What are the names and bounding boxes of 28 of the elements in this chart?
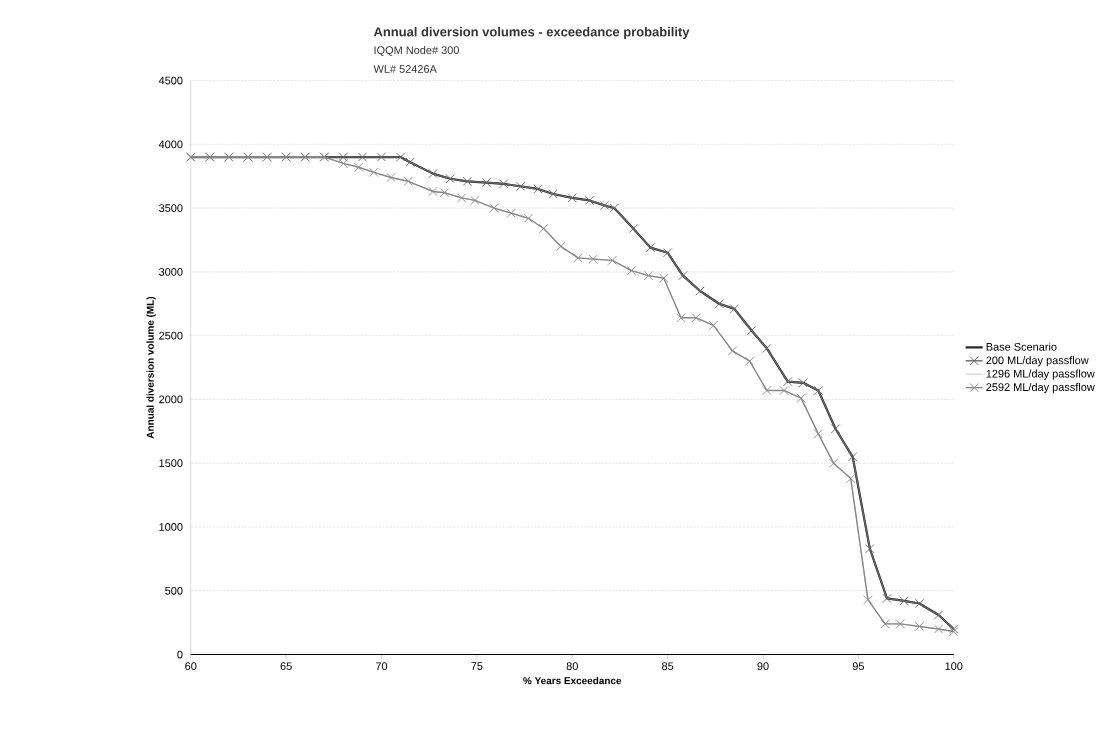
chart-subtitle: IQQM Node# 300 [374, 45, 459, 56]
text: WL# 52426A [373, 65, 437, 73]
x-tick-label: 95 [852, 662, 865, 671]
y-tick-label: 2000 [159, 395, 183, 404]
legend-label: 200 ML/day passflow [986, 356, 1089, 367]
x-tick-label: 65 [280, 662, 292, 671]
y-axis-title: Annual diversion volume (ML) [146, 296, 156, 439]
y-tick-label: 3500 [159, 204, 183, 212]
y-tick-label: 500 [165, 586, 183, 595]
y-tick-label: 4000 [158, 140, 183, 149]
x-tick-label: 70 [375, 662, 388, 671]
y-tick-label: 3000 [159, 267, 183, 276]
chart-title: Annual diversion volumes - exceedance probability [373, 26, 690, 40]
x-tick-label: 60 [185, 662, 197, 671]
y-tick-label: 1000 [159, 523, 183, 531]
x-axis-title: % Years Exceedance [523, 676, 622, 685]
x-tick-label: 100 [945, 662, 963, 671]
y-tick-label: 0 [177, 650, 183, 659]
legend-label: 1296 ML/day passflow [986, 369, 1095, 380]
y-tick-label: 2500 [159, 331, 183, 340]
legend-label: 2592 ML/day passflow [986, 382, 1095, 394]
x-tick-label: 85 [662, 662, 674, 671]
x-tick-label: 90 [757, 662, 769, 671]
y-tick-label: 4500 [158, 76, 183, 85]
legend-label: Base Scenario [986, 342, 1057, 351]
x-tick-label: 75 [471, 662, 483, 670]
y-tick-label: 1500 [159, 459, 183, 468]
x-tick-label: 80 [566, 662, 578, 671]
